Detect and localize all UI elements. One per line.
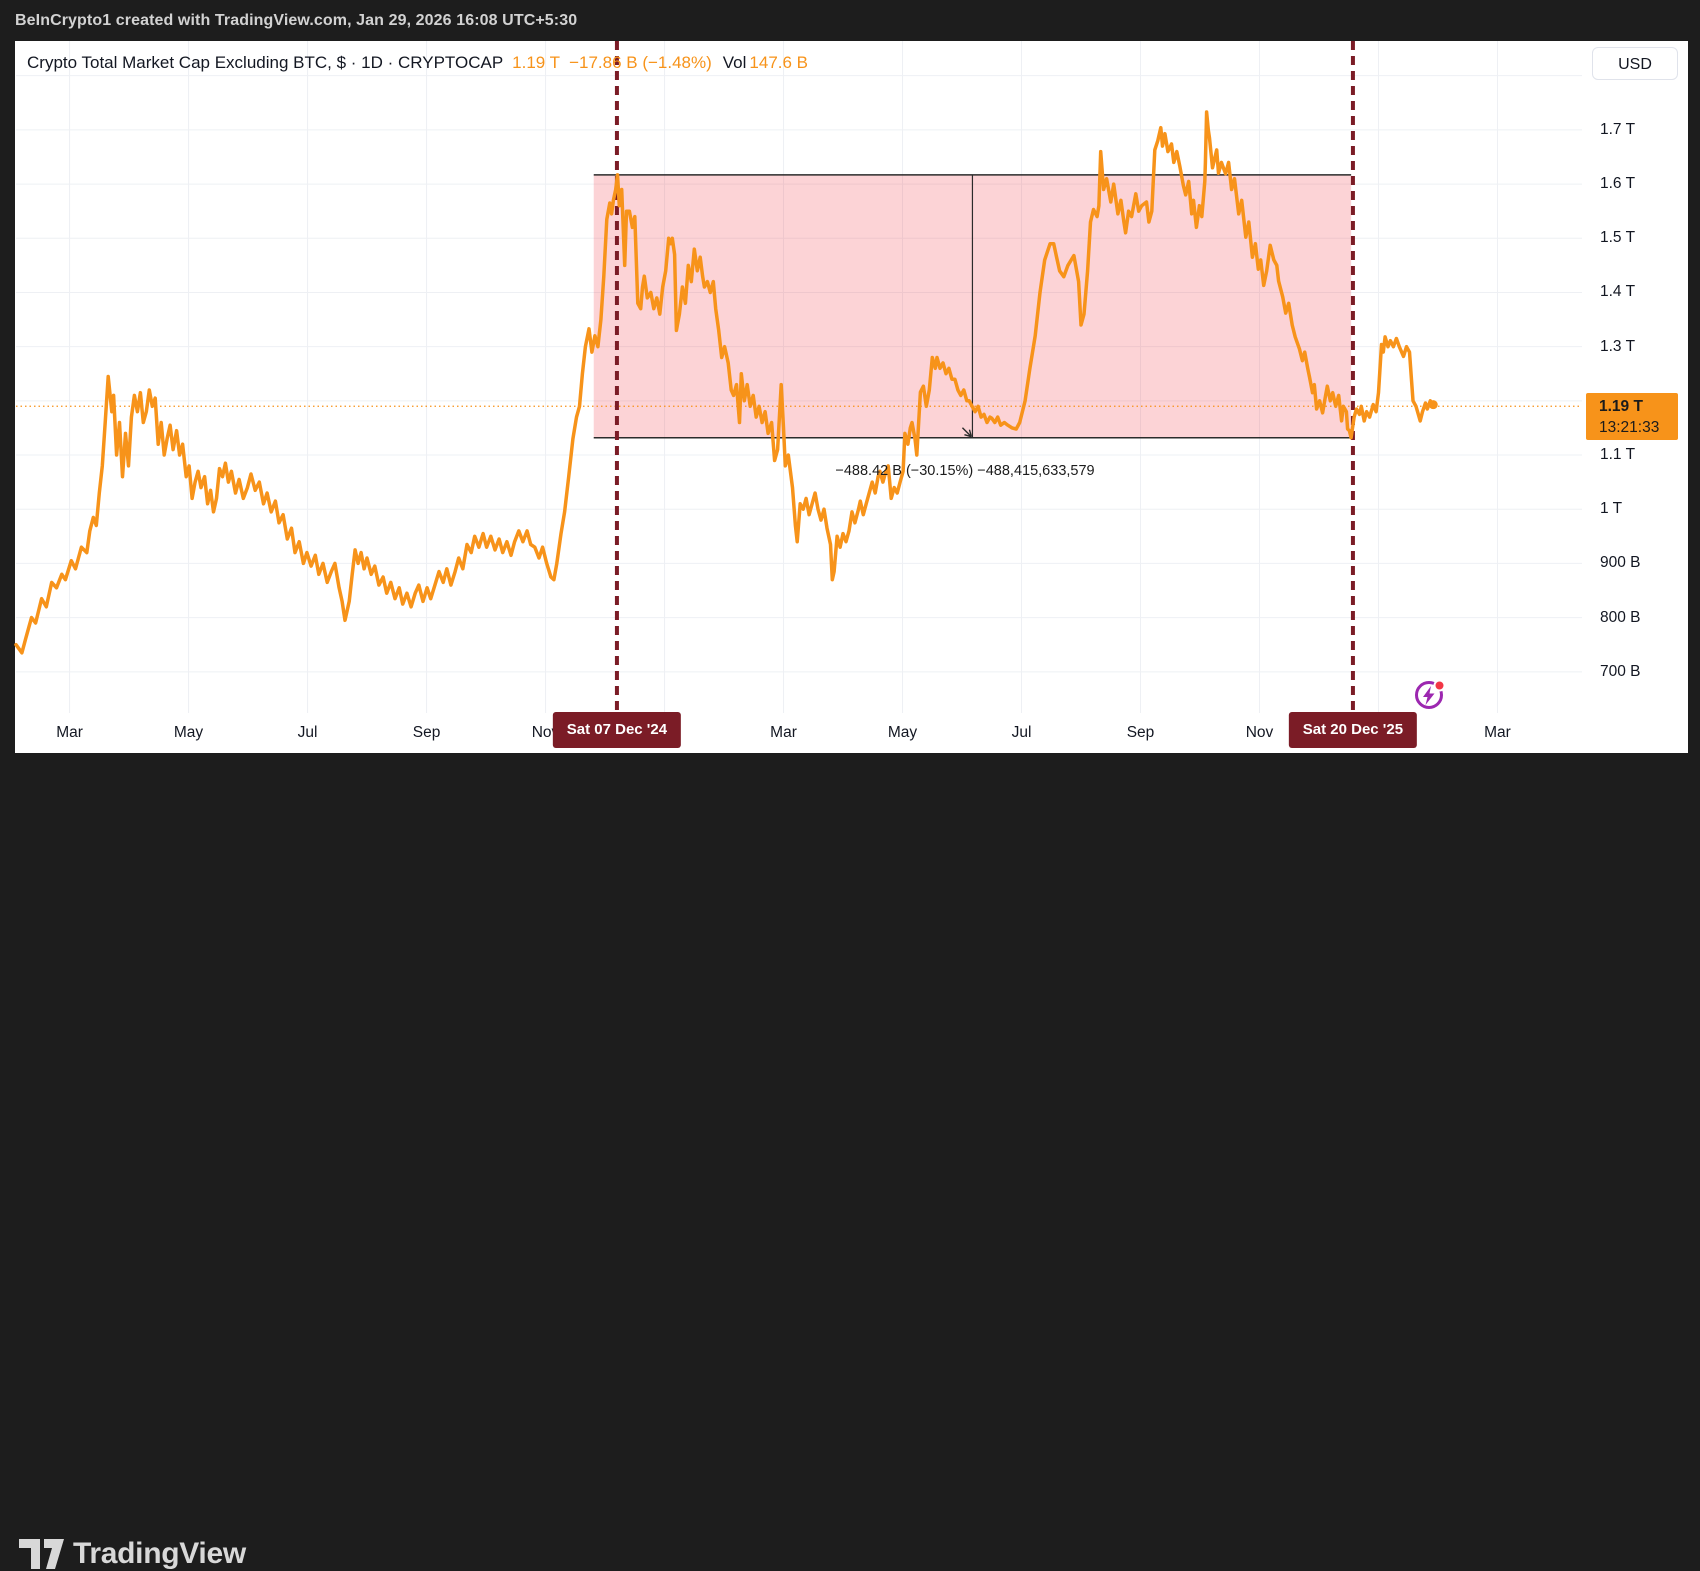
refresh-icon[interactable] — [1413, 677, 1447, 711]
tradingview-logo-icon — [19, 1539, 64, 1569]
price-scale-label: 1 T — [1600, 500, 1623, 518]
attribution-bar: BeInCrypto1 created with TradingView.com… — [0, 0, 1700, 41]
time-scale-label: Sep — [412, 724, 441, 741]
price-scale-label: 1.6 T — [1600, 175, 1636, 193]
time-scale-label: Sep — [1126, 724, 1155, 741]
price-line-series[interactable] — [14, 110, 1436, 655]
currency-button[interactable]: USD — [1592, 47, 1678, 80]
date-marker-dec-07-24[interactable]: Sat 07 Dec '24 — [552, 712, 682, 748]
time-scale-label: Nov — [531, 724, 560, 741]
price-scale-label: 1.4 T — [1600, 283, 1636, 301]
last-price-dot — [1428, 400, 1438, 410]
volume-label: Vol — [722, 53, 747, 72]
attribution-text: BeInCrypto1 created with TradingView.com… — [15, 12, 578, 29]
price-countdown: 13:21:33 — [1599, 419, 1660, 437]
price-scale-label: 1.3 T — [1600, 337, 1636, 355]
price-change: −17.86 B (−1.48%) — [569, 53, 712, 72]
symbol-title[interactable]: Crypto Total Market Cap Excluding BTC, $… — [27, 53, 504, 72]
current-price-badge: 1.19 T 13:21:33 — [1586, 393, 1678, 441]
time-scale-label: May — [887, 724, 918, 741]
time-scale-label: May — [173, 724, 204, 741]
chart-panel — [15, 41, 1688, 753]
time-scale-label: Jul — [1011, 724, 1032, 741]
symbol-header[interactable]: Crypto Total Market Cap Excluding BTC, $… — [27, 53, 808, 73]
volume-value: 147.6 B — [749, 53, 809, 72]
chart-canvas[interactable] — [0, 0, 1700, 845]
time-scale-label: Mar — [770, 724, 797, 741]
brand-footer: TradingView — [0, 753, 1700, 1570]
refresh-icon-glyph — [1415, 679, 1446, 709]
date-marker-dec-20-25[interactable]: Sat 20 Dec '25 — [1288, 712, 1418, 748]
current-price-value: 1.19 T — [1599, 398, 1643, 416]
time-scale-label: Mar — [56, 724, 83, 741]
price-scale-label: 1.7 T — [1600, 120, 1636, 138]
time-scale-label: Jul — [297, 724, 318, 741]
time-scale-label: Nov — [1245, 724, 1274, 741]
last-price: 1.19 T — [512, 53, 561, 72]
range-measurement-label[interactable]: −488.42 B (−30.15%) −488,415,633,579 — [835, 462, 1095, 479]
price-scale-label: 800 B — [1600, 608, 1641, 626]
time-scale-label: Mar — [1484, 724, 1511, 741]
tradingview-logo-text: TradingView — [73, 1537, 246, 1570]
range-tool-arrowhead — [961, 427, 973, 438]
price-scale-label: 1.1 T — [1600, 446, 1636, 464]
price-scale-label: 700 B — [1600, 662, 1641, 680]
price-scale-label: 1.5 T — [1600, 229, 1636, 247]
price-scale-label: 900 B — [1600, 554, 1641, 572]
